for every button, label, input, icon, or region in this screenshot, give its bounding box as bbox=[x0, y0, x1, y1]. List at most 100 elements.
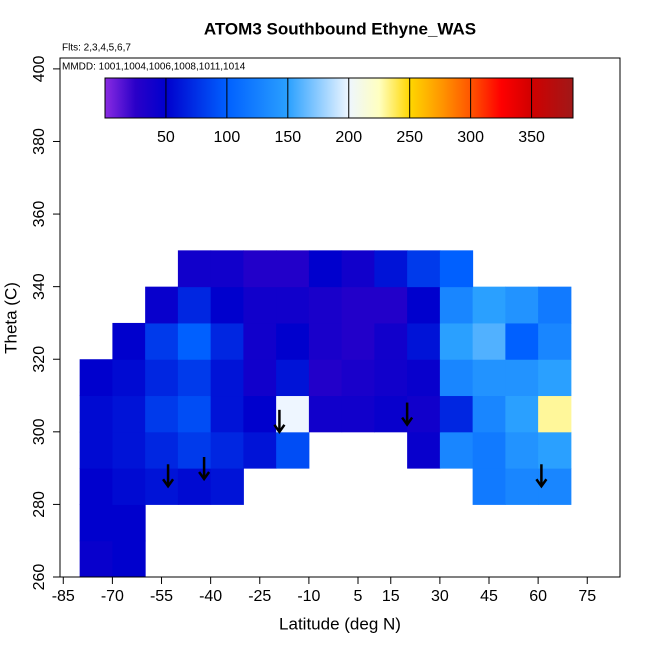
annotation: Flts: 2,3,4,5,6,7 bbox=[62, 43, 131, 54]
heat-cell bbox=[79, 431, 113, 469]
heat-cell bbox=[407, 359, 441, 397]
colorbar-tick-label: 300 bbox=[457, 129, 484, 146]
colorbar-tick-label: 350 bbox=[518, 129, 545, 146]
heat-cell bbox=[79, 468, 113, 505]
heat-cell bbox=[341, 286, 375, 324]
y-tick-label: 320 bbox=[31, 346, 48, 373]
heat-cell bbox=[79, 359, 113, 397]
heat-cell bbox=[341, 359, 375, 397]
x-tick-label: 75 bbox=[578, 588, 596, 605]
heat-cell bbox=[112, 504, 146, 542]
heat-cell bbox=[505, 431, 539, 469]
heat-cell bbox=[112, 540, 146, 578]
heat-cell bbox=[472, 431, 506, 469]
heat-cell bbox=[505, 468, 539, 505]
heat-cell bbox=[276, 395, 310, 433]
heat-cell bbox=[374, 359, 408, 397]
heat-cell bbox=[505, 359, 539, 397]
heat-cell bbox=[538, 468, 572, 505]
x-tick-label: -55 bbox=[150, 588, 173, 605]
y-tick-label: 260 bbox=[31, 564, 48, 591]
x-tick-label: 45 bbox=[480, 588, 498, 605]
heat-cell bbox=[210, 322, 244, 360]
heat-cell bbox=[439, 250, 474, 288]
arrow bbox=[198, 457, 211, 482]
heat-cell bbox=[374, 286, 408, 324]
x-tick-label: -25 bbox=[248, 588, 271, 605]
heat-cell bbox=[112, 359, 146, 397]
heat-cell bbox=[177, 322, 212, 360]
heat-cell bbox=[79, 504, 113, 542]
heat-cell bbox=[177, 286, 212, 324]
heat-cell bbox=[210, 250, 244, 288]
chart-title: ATOM3 Southbound Ethyne_WAS bbox=[204, 19, 476, 38]
heat-cell bbox=[407, 250, 441, 288]
heat-cell bbox=[177, 468, 212, 505]
arrow bbox=[162, 464, 175, 489]
annotation: MMDD: 1001,1004,1006,1008,1011,1014 bbox=[62, 62, 246, 73]
heat-cell bbox=[145, 359, 179, 397]
heat-cell bbox=[79, 540, 113, 578]
x-tick-label: -10 bbox=[297, 588, 320, 605]
y-tick-label: 380 bbox=[31, 128, 48, 155]
heat-cell bbox=[177, 359, 212, 397]
heat-cell bbox=[374, 395, 408, 433]
heat-cell bbox=[308, 286, 343, 324]
heat-cell bbox=[276, 250, 310, 288]
heat-cell bbox=[439, 359, 474, 397]
heat-cell bbox=[145, 395, 179, 433]
heat-cell bbox=[276, 359, 310, 397]
x-tick-label: -40 bbox=[199, 588, 222, 605]
y-tick-label: 300 bbox=[31, 418, 48, 445]
heat-cell bbox=[145, 322, 179, 360]
heat-cell bbox=[341, 395, 375, 433]
heat-cell bbox=[472, 286, 506, 324]
heat-cell bbox=[538, 395, 572, 433]
colorbar-tick-label: 100 bbox=[214, 129, 241, 146]
heat-cell bbox=[276, 431, 310, 469]
plot-frame bbox=[59, 57, 621, 578]
arrow-head bbox=[273, 424, 286, 434]
y-tick-label: 340 bbox=[31, 273, 48, 300]
heat-cell bbox=[538, 322, 572, 360]
heat-cell bbox=[145, 431, 179, 469]
heat-cell bbox=[472, 468, 506, 505]
heat-cell bbox=[243, 322, 277, 360]
heat-cell bbox=[112, 468, 146, 505]
heat-cell bbox=[243, 250, 277, 288]
colorbar bbox=[104, 77, 574, 119]
heat-cell bbox=[308, 359, 343, 397]
heat-cell bbox=[407, 322, 441, 360]
y-tick-label: 400 bbox=[31, 55, 48, 82]
colorbar-tick-label: 200 bbox=[335, 129, 362, 146]
heat-cell bbox=[243, 359, 277, 397]
heat-cell bbox=[177, 250, 212, 288]
heat-cell bbox=[439, 395, 474, 433]
heat-cell bbox=[112, 322, 146, 360]
heat-cell bbox=[538, 431, 572, 469]
heat-cell bbox=[439, 286, 474, 324]
heat-cell bbox=[243, 431, 277, 469]
heat-cell bbox=[407, 286, 441, 324]
heat-cell bbox=[276, 322, 310, 360]
y-tick-label: 280 bbox=[31, 491, 48, 518]
heat-cell bbox=[308, 250, 343, 288]
y-tick-label: 360 bbox=[31, 201, 48, 228]
colorbar-tick-label: 50 bbox=[157, 129, 175, 146]
heat-cell bbox=[472, 322, 506, 360]
arrow-head bbox=[535, 478, 548, 489]
heat-cell bbox=[177, 395, 212, 433]
arrow bbox=[535, 464, 548, 489]
x-tick-label: 60 bbox=[529, 588, 547, 605]
heat-cell bbox=[407, 431, 441, 469]
heat-cell bbox=[243, 395, 277, 433]
x-tick-label: 30 bbox=[431, 588, 449, 605]
heat-cell bbox=[308, 395, 343, 433]
heat-cell bbox=[341, 250, 375, 288]
heat-cell bbox=[210, 468, 244, 505]
x-axis-label: Latitude (deg N) bbox=[279, 614, 401, 633]
heat-cell bbox=[472, 395, 506, 433]
y-axis-label: Theta (C) bbox=[1, 282, 20, 354]
heat-cell bbox=[210, 395, 244, 433]
heat-cell bbox=[210, 359, 244, 397]
